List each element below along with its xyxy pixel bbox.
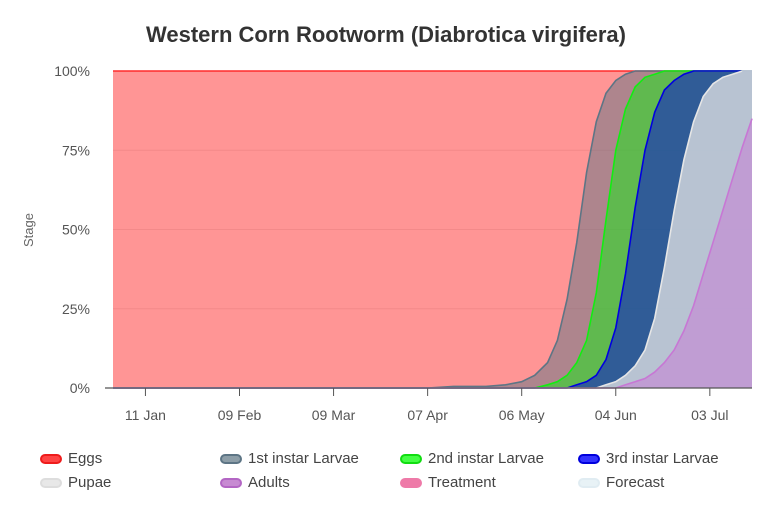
x-tick-label: 03 Jul [691, 407, 728, 423]
y-axis-title: Stage [21, 213, 36, 247]
legend-label: Adults [248, 474, 290, 491]
legend-item-forecast[interactable]: Forecast [578, 474, 664, 491]
legend-label: 2nd instar Larvae [428, 450, 544, 467]
legend-swatch [578, 453, 600, 464]
legend-swatch [40, 453, 62, 464]
legend-item-pupae[interactable]: Pupae [40, 474, 111, 491]
x-tick-label: 04 Jun [595, 407, 637, 423]
legend-item-treatment[interactable]: Treatment [400, 474, 496, 491]
legend-swatch [400, 477, 422, 488]
y-tick-label: 75% [62, 142, 90, 158]
legend-item-2nd-instar-larvae[interactable]: 2nd instar Larvae [400, 450, 544, 467]
x-tick-label: 07 Apr [407, 407, 448, 423]
legend-label: 1st instar Larvae [248, 450, 359, 467]
axis-layer: 0% 25% 50% 75% 100% 11 Jan 09 Feb 09 Mar 07 Apr 0… [54, 63, 752, 423]
area-layer [113, 71, 752, 388]
x-tick-label: 11 Jan [125, 407, 166, 423]
legend-item-adults[interactable]: Adults [220, 474, 290, 491]
y-tick-label: 100% [54, 63, 90, 79]
legend-label: Forecast [606, 474, 665, 491]
legend-swatch [400, 453, 422, 464]
legend-label: Treatment [428, 474, 496, 491]
y-tick-label: 25% [62, 301, 90, 317]
legend-label: Eggs [68, 450, 103, 467]
x-tick-label: 09 Mar [312, 407, 356, 423]
y-tick-label: 0% [70, 380, 90, 396]
legend-swatch [578, 477, 600, 488]
legend-swatch [220, 477, 242, 488]
legend-item-eggs[interactable]: Eggs [40, 450, 102, 467]
x-tick-label: 06 May [499, 407, 545, 423]
legend-item-3rd-instar-larvae[interactable]: 3rd instar Larvae [578, 450, 719, 467]
legend-swatch [220, 453, 242, 464]
legend-label: Pupae [68, 474, 112, 491]
legend-swatch [40, 477, 62, 488]
legend-label: 3rd instar Larvae [606, 450, 719, 467]
x-tick-label: 09 Feb [218, 407, 262, 423]
area-adults [113, 118, 752, 388]
chart-title: Western Corn Rootworm (Diabrotica virgif… [146, 22, 626, 47]
y-tick-label: 50% [62, 222, 90, 238]
legend-item-1st-instar-larvae[interactable]: 1st instar Larvae [220, 450, 359, 467]
chart-canvas: Western Corn Rootworm (Diabrotica virgif… [21, 22, 753, 423]
